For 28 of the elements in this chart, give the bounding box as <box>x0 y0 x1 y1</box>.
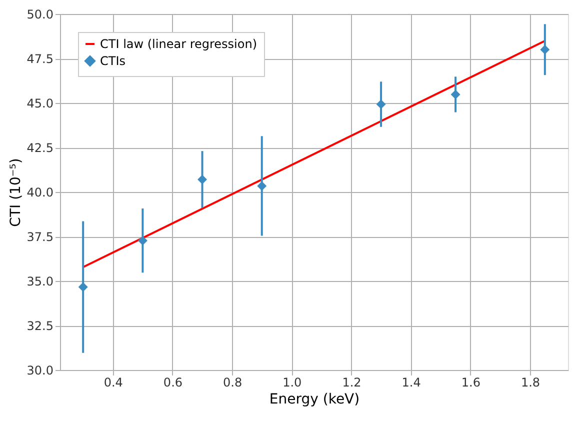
point <box>138 236 148 246</box>
x-tick-label: 0.4 <box>104 376 123 390</box>
point <box>78 282 88 292</box>
x-axis-title: Energy (keV) <box>269 392 360 408</box>
x-tick-label: 1.0 <box>282 376 302 390</box>
legend-label: CTI law (linear regression) <box>100 37 258 51</box>
point <box>198 174 208 184</box>
x-tick-label: 1.4 <box>402 376 421 390</box>
legend-label: CTIs <box>100 54 126 68</box>
x-tick-label: 1.8 <box>520 376 540 390</box>
y-tick-label: 42.5 <box>26 141 54 155</box>
y-tick-label: 47.5 <box>26 52 54 66</box>
y-tick-label: 32.5 <box>26 319 54 333</box>
y-tick-label: 40.0 <box>26 186 54 200</box>
point <box>376 100 386 109</box>
y-tick-label: 45.0 <box>26 96 54 110</box>
y-tick-label: 37.5 <box>26 230 54 244</box>
x-tick-label: 1.6 <box>461 376 480 390</box>
y-axis-title: CTI (10⁻⁵) <box>8 158 24 227</box>
x-tick-label: 1.2 <box>342 376 362 390</box>
point <box>540 44 550 54</box>
y-tick-label: 35.0 <box>26 274 54 288</box>
x-tick-label: 0.6 <box>163 376 183 390</box>
y-tick-label: 30.0 <box>26 364 54 378</box>
x-tick-label: 0.8 <box>223 376 242 390</box>
point <box>450 90 460 100</box>
y-tick-label: 50.0 <box>26 8 54 22</box>
point <box>257 181 267 191</box>
